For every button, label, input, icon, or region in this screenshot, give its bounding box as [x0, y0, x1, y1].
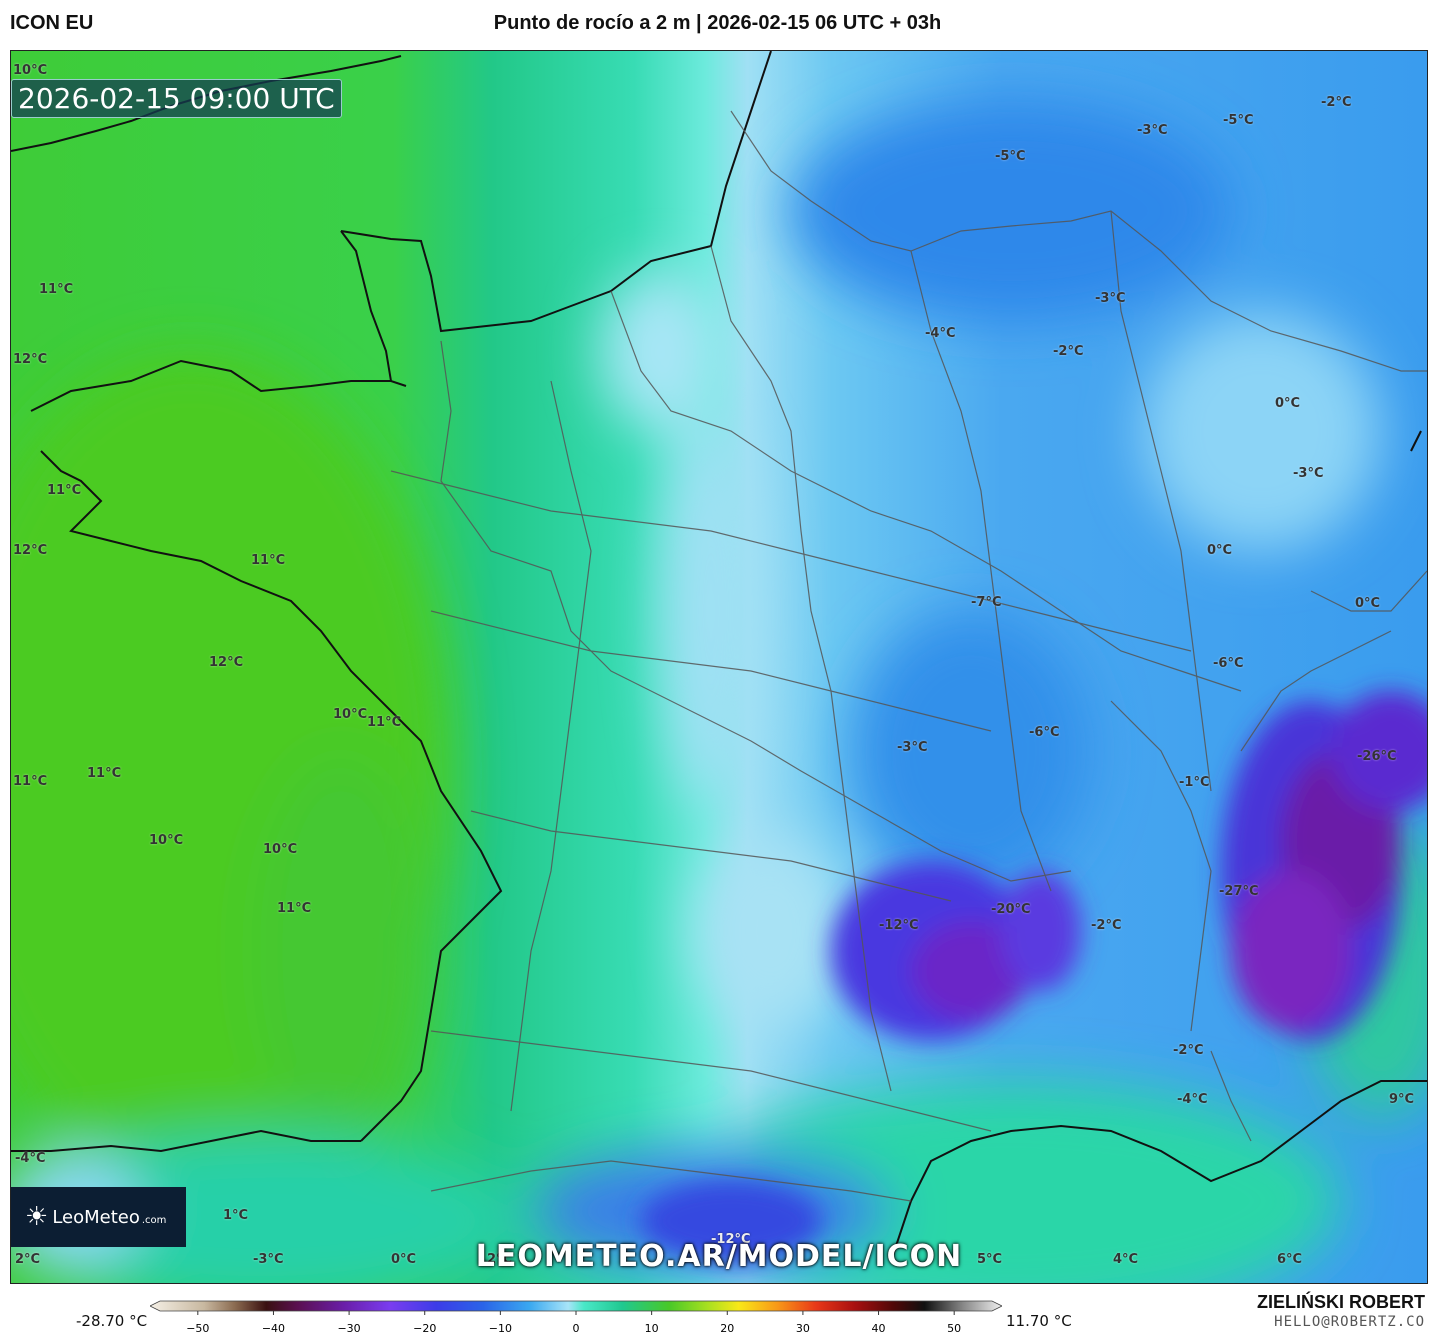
temp-label: -27°C [1219, 884, 1259, 899]
temp-label: -2°C [1321, 95, 1352, 110]
admin-borders [390, 110, 1427, 1202]
temp-label: 11°C [87, 766, 122, 781]
author-name: ZIELIŃSKI ROBERT [1256, 1292, 1425, 1312]
map-canvas [11, 51, 1427, 1283]
colorbar: −50 −40 −30 −20 −10 0 10 20 30 40 50 [150, 1300, 1002, 1335]
colorbar-tick-label: 20 [720, 1322, 734, 1335]
temp-label: -2°C [1091, 918, 1122, 933]
dewpoint-map[interactable]: 2026-02-15 09:00 UTC 10°C 11°C 12°C 11°C… [10, 50, 1428, 1284]
temp-label: 12°C [13, 543, 48, 558]
temp-label: -6°C [1029, 725, 1060, 740]
temp-label: 5°C [977, 1252, 1003, 1267]
temp-label: -3°C [897, 740, 928, 755]
temp-label: 11°C [13, 774, 48, 789]
colorbar-tick-label: −50 [186, 1322, 209, 1335]
temp-label: 12°C [209, 655, 244, 670]
valid-time: 2026-02-15 09:00 UTC [11, 79, 342, 118]
temp-label: 0°C [1207, 543, 1233, 558]
temp-label: 4°C [1113, 1252, 1139, 1267]
sun-icon: ☀ [25, 1202, 49, 1232]
temp-label: -5°C [1223, 113, 1254, 128]
colorbar-tick-label: 0 [573, 1322, 580, 1335]
temp-label: -12°C [879, 918, 919, 933]
temp-label: 11°C [251, 553, 286, 568]
temp-label: 2°C [15, 1252, 41, 1267]
coastlines [11, 51, 1427, 1262]
temp-label: -3°C [1137, 123, 1168, 138]
field-layer [11, 51, 1427, 1283]
temp-label: 1°C [223, 1208, 249, 1223]
temp-label: -2°C [1173, 1043, 1204, 1058]
temp-label: -3°C [1293, 466, 1324, 481]
temp-label: 0°C [1355, 596, 1381, 611]
temp-label: -5°C [995, 149, 1026, 164]
temp-label: 11°C [277, 901, 312, 916]
colorbar-tick-label: 30 [796, 1322, 810, 1335]
temp-label: 10°C [13, 63, 48, 78]
temp-label: -3°C [1095, 291, 1126, 306]
model-name: ICON EU [10, 12, 94, 34]
scale-min-label: -28.70 °C [76, 1312, 148, 1330]
colorbar-tick-label: −20 [413, 1322, 436, 1335]
temp-label: -12°C [711, 1232, 751, 1247]
temp-label: 12°C [13, 352, 48, 367]
temp-label: -4°C [15, 1151, 46, 1166]
temp-label: -4°C [1177, 1092, 1208, 1107]
temp-label: -26°C [1357, 749, 1397, 764]
logo-suffix: .com [141, 1214, 167, 1226]
temp-label: -2°C [1053, 344, 1084, 359]
colorbar-tick-label: −30 [337, 1322, 360, 1335]
author-email[interactable]: HELLO@ROBERTZ.CO [1274, 1314, 1425, 1330]
colorbar-bar [150, 1300, 1002, 1312]
temp-label: 0°C [391, 1252, 417, 1267]
temp-label: 11°C [47, 483, 82, 498]
temp-label: -4°C [925, 326, 956, 341]
colorbar-tick-label: −40 [262, 1322, 285, 1335]
colorbar-tick-label: −10 [489, 1322, 512, 1335]
temp-label: 11°C [39, 282, 74, 297]
temp-label: 2°C [487, 1252, 513, 1267]
colorbar-tick-label: 40 [872, 1322, 886, 1335]
temp-label: -20°C [991, 902, 1031, 917]
colorbar-tick-label: 50 [947, 1322, 961, 1335]
watermark: LEOMETEO.AR/MODEL/ICON [475, 1239, 963, 1274]
colorbar-tick-label: 10 [645, 1322, 659, 1335]
temp-label: 10°C [149, 833, 184, 848]
logo-name: LeoMeteo [52, 1206, 140, 1228]
leometeo-logo: ☀ LeoMeteo .com [11, 1187, 186, 1247]
temp-label: 9°C [1389, 1092, 1415, 1107]
map-title: Punto de rocío a 2 m | 2026-02-15 06 UTC… [493, 12, 942, 34]
temp-label: 10°C [263, 842, 298, 857]
temp-label: -1°C [1179, 775, 1210, 790]
temp-label: 0°C [1275, 396, 1301, 411]
temp-label: 11°C [367, 715, 402, 730]
temp-label: -7°C [971, 595, 1002, 610]
scale-max-label: 11.70 °C [1006, 1312, 1072, 1330]
temp-label: -6°C [1213, 656, 1244, 671]
temp-label: 6°C [1277, 1252, 1303, 1267]
temp-label: -3°C [253, 1252, 284, 1267]
temp-label: 10°C [333, 707, 368, 722]
